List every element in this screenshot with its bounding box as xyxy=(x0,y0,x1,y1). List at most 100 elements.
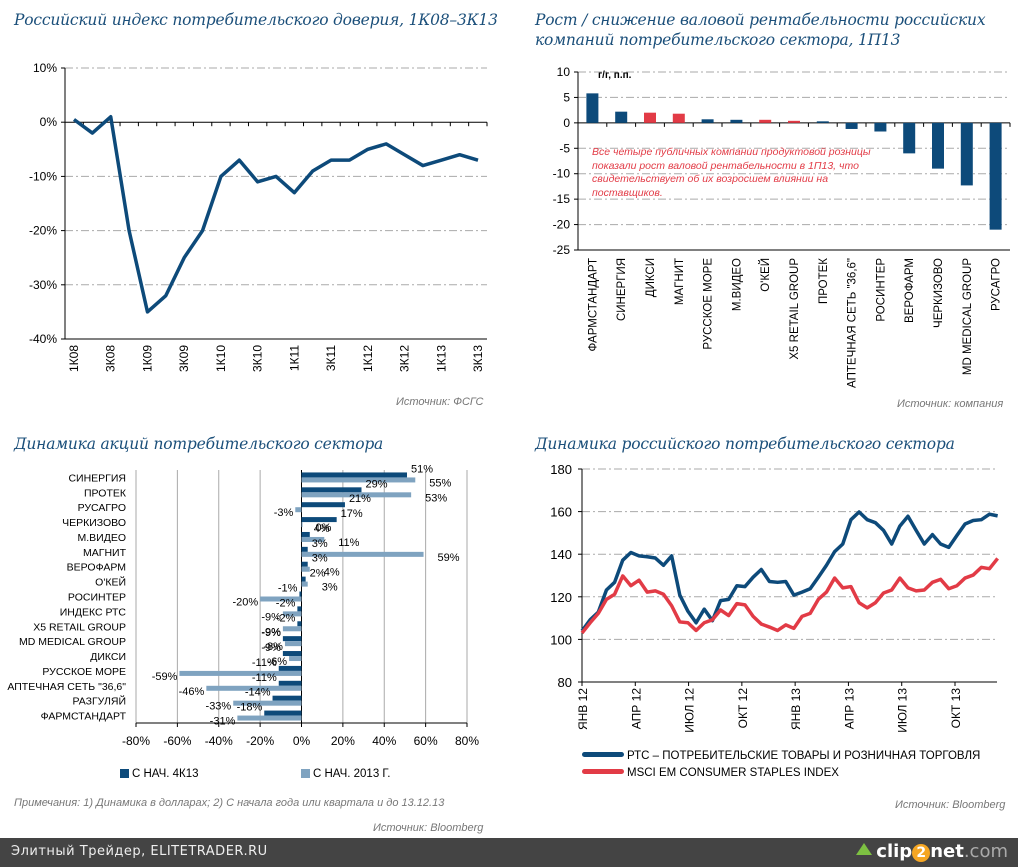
data-label-2013: -20% xyxy=(232,597,258,609)
bar xyxy=(960,122,973,186)
legend-line-navy xyxy=(582,752,624,757)
chart4-legend-msci: MSCI EM CONSUMER STAPLES INDEX xyxy=(582,767,839,779)
bar xyxy=(932,122,944,169)
logo-two: 2 xyxy=(912,844,931,862)
bar-2013 xyxy=(282,611,302,617)
x-tick-label: 3К09 xyxy=(177,345,191,372)
category-label: М.ВИДЕО xyxy=(731,258,743,311)
gross-margin-chart: 10 5 0 -5 -10 -15 -20 -25 г/г, п.п. ФАРМСТАНДАРТ С… xyxy=(553,65,1011,388)
category-label: СИНЕРГИЯ xyxy=(616,258,628,321)
y-tick-label: 80 xyxy=(558,675,572,690)
x-tick-label: -80% xyxy=(122,734,150,748)
bar xyxy=(644,112,656,123)
x-tick-label: 0% xyxy=(293,734,311,748)
bar-4k13 xyxy=(301,487,362,493)
y-tick-label: 0 xyxy=(563,116,570,130)
clip2net-logo[interactable]: clip 2 net.com xyxy=(856,841,1008,862)
y-tick-label: -40% xyxy=(29,332,57,346)
chart2-annotation: Все четыре публичных компании продуктово… xyxy=(592,146,871,199)
footer-site-text: Элитный Трейдер, ELITETRADER.RU xyxy=(11,844,268,859)
x-tick-label: 1К11 xyxy=(287,345,301,371)
y-tick-label: 180 xyxy=(550,462,572,477)
data-label-2013: -31% xyxy=(210,716,236,728)
category-label: РАЗГУЛЯЙ xyxy=(72,695,126,708)
x-tick-label: 1К10 xyxy=(214,345,228,372)
x-tick-label: 1К13 xyxy=(434,345,448,372)
data-label-4k13: -9% xyxy=(261,642,281,654)
data-label-4k13: -14% xyxy=(245,687,271,699)
consumer-confidence-chart: 10% 0% -10% -20% -30% -40% 1К08 3К08 1К09 3К09 1К1… xyxy=(29,61,488,372)
bar-4k13 xyxy=(301,531,310,537)
x-tick-label: 3К10 xyxy=(251,345,265,372)
bar-2013 xyxy=(301,477,416,483)
x-tick-label: 1К12 xyxy=(361,345,375,372)
category-label: МАГНИТ xyxy=(674,258,686,305)
footer-bar: Элитный Трейдер, ELITETRADER.RU clip 2 net… xyxy=(0,838,1018,867)
bar-4k13 xyxy=(297,621,302,627)
category-label: ВЕРОФАРМ xyxy=(904,258,916,323)
y-tick-label: 10% xyxy=(33,61,57,75)
upload-arrow-icon xyxy=(856,843,873,855)
bar-2013 xyxy=(301,566,310,572)
bar-2013 xyxy=(179,670,302,676)
y-tick-label: -10% xyxy=(29,169,57,183)
category-label: X5 RETAIL GROUP xyxy=(33,621,126,633)
data-label-4k13: -9% xyxy=(261,627,281,639)
x-tick-label: 60% xyxy=(414,734,438,748)
x-tick-label: ЯНВ 13 xyxy=(789,688,803,730)
bar-4k13 xyxy=(301,561,308,567)
data-label-2013: 11% xyxy=(338,537,359,549)
bar xyxy=(903,122,916,154)
data-label-2013: -9% xyxy=(261,611,281,623)
category-label: ВЕРОФАРМ xyxy=(67,562,126,574)
data-label-2013: -6% xyxy=(268,656,288,668)
x-tick-label: 3К08 xyxy=(104,345,118,372)
chart4-source: Источник: Bloomberg xyxy=(895,799,1006,811)
logo-part: .com xyxy=(963,841,1008,862)
data-label-2013: -59% xyxy=(152,671,178,683)
rts-line xyxy=(580,510,998,632)
data-label-4k13: 17% xyxy=(341,508,363,520)
x-tick-label: -60% xyxy=(163,734,191,748)
data-label-2013: -3% xyxy=(274,507,294,519)
category-label: РУССКОЕ МОРЕ xyxy=(42,666,126,678)
bar-2013 xyxy=(301,522,303,528)
unit-label: г/г, п.п. xyxy=(598,70,632,81)
msci-line xyxy=(580,557,999,635)
x-tick-label: ЯНВ 12 xyxy=(576,688,590,730)
category-label: ЧЕРКИЗОВО xyxy=(933,258,945,328)
bar-2013 xyxy=(233,700,302,706)
bar xyxy=(615,111,628,123)
y-tick-label: -20 xyxy=(553,218,571,232)
y-tick-label: 160 xyxy=(550,505,572,520)
bar xyxy=(730,119,743,123)
legend-swatch-lightblue xyxy=(301,769,310,778)
x-tick-label: 3К11 xyxy=(324,345,338,371)
category-label: X5 RETAIL GROUP xyxy=(789,258,801,360)
y-tick-label: 5 xyxy=(563,90,570,104)
chart3-legend-4k13: С НАЧ. 4К13 xyxy=(120,768,199,780)
category-label: М.ВИДЕО xyxy=(78,532,127,544)
x-tick-label: ИЮЛ 13 xyxy=(896,688,910,733)
data-label-4k13: -18% xyxy=(237,702,263,714)
category-label: ПРОТЕК xyxy=(84,487,127,499)
bar-4k13 xyxy=(301,576,306,582)
stock-dynamics-chart: -80% -60% -40% -20% 0% 20% 40% 60% 80% СИНЕРГИЯ 51… xyxy=(7,463,479,748)
y-tick-label: 140 xyxy=(550,547,572,562)
bar xyxy=(845,122,858,129)
bar-4k13 xyxy=(278,680,302,686)
category-label: РОСИНТЕР xyxy=(68,592,126,604)
category-label: СИНЕРГИЯ xyxy=(68,472,126,484)
bar xyxy=(701,119,714,123)
data-label-4k13: 2% xyxy=(310,568,326,580)
x-tick-label: -20% xyxy=(246,734,274,748)
legend-label: РТС – ПОТРЕБИТЕЛЬСКИЕ ТОВАРЫ И РОЗНИЧНАЯ… xyxy=(627,750,981,762)
x-tick-label: 20% xyxy=(331,734,355,748)
data-label-2013: 53% xyxy=(425,492,447,504)
x-tick-label: 40% xyxy=(372,734,396,748)
x-tick-label: 3К12 xyxy=(398,345,412,372)
bar-4k13 xyxy=(301,502,345,508)
bar xyxy=(874,122,887,132)
chart2-source: Источник: компания xyxy=(897,398,1004,410)
bar-4k13 xyxy=(297,606,302,612)
